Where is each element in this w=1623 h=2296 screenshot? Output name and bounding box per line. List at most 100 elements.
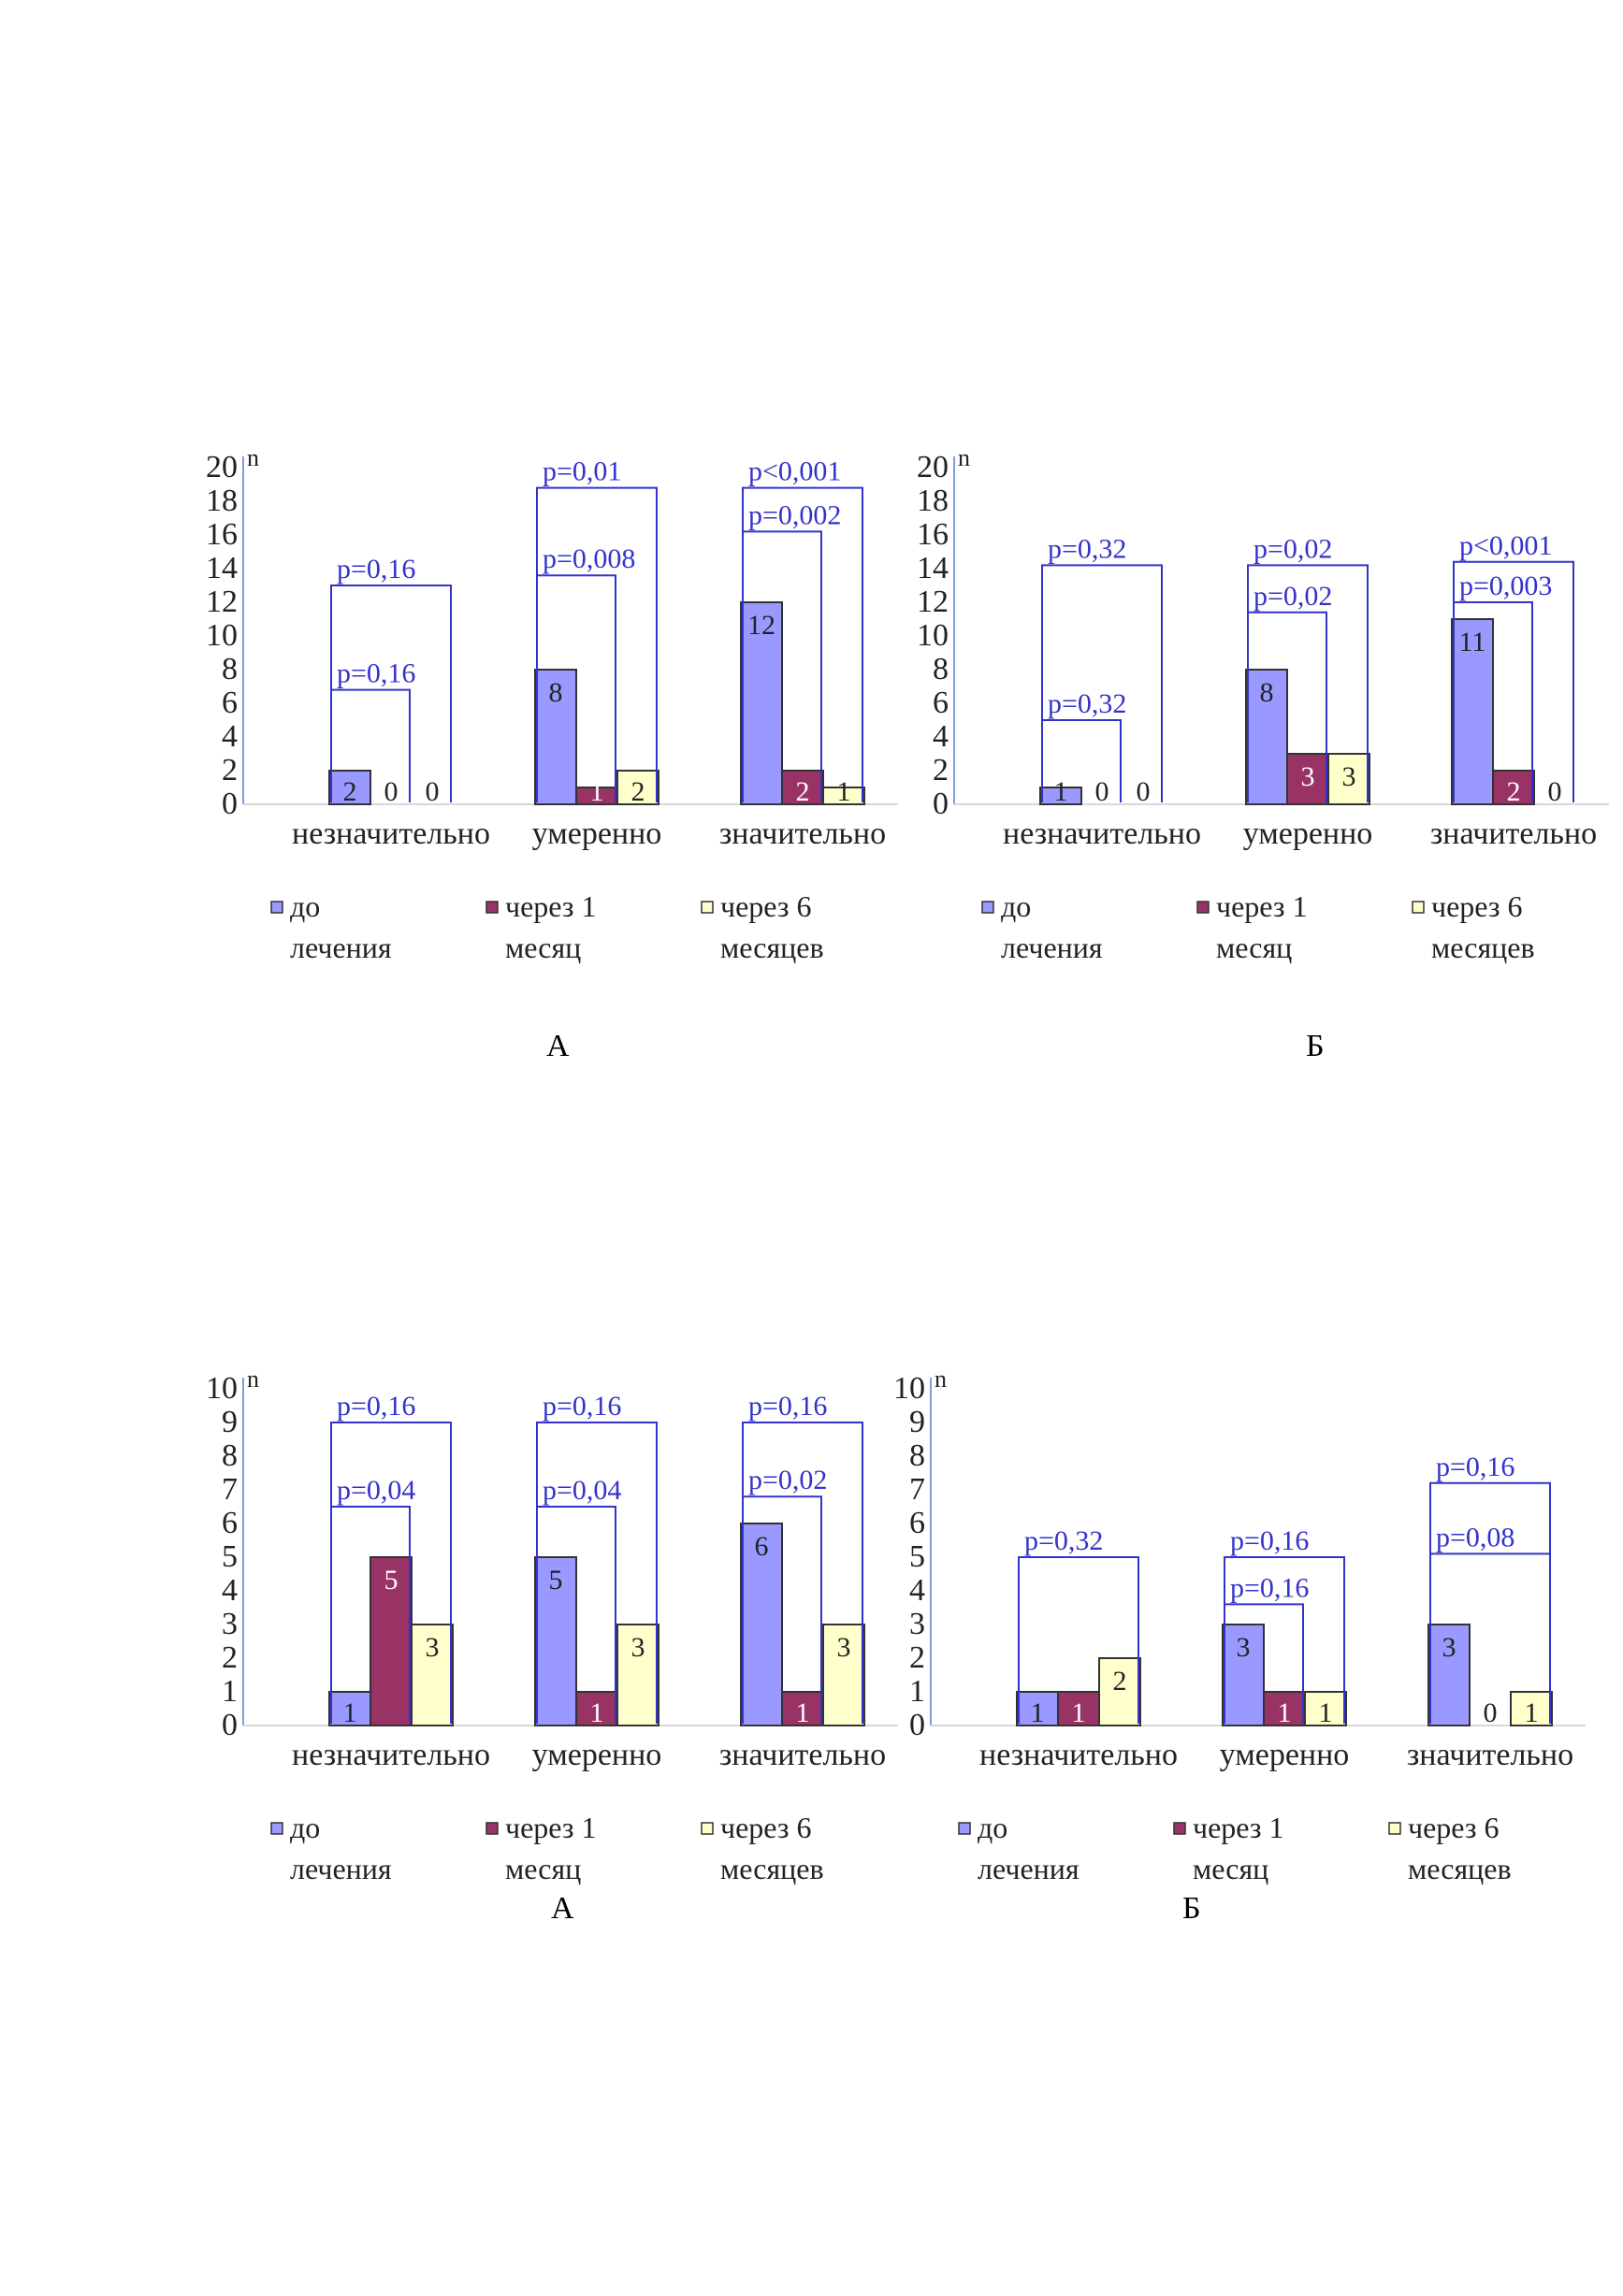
legend-label: через 6 xyxy=(1408,1811,1500,1844)
bar xyxy=(1286,753,1329,805)
legend-label: через 1 xyxy=(1193,1811,1284,1844)
bar-value-label: 1 xyxy=(837,776,851,807)
legend-label: через 1 xyxy=(1216,889,1308,923)
legend-swatch xyxy=(270,1822,283,1835)
bar-value-label: 2 xyxy=(796,776,810,807)
category-label: значительно xyxy=(1407,1738,1573,1772)
y-tick-label: 18 xyxy=(206,484,238,518)
significance-bracket xyxy=(330,1422,452,1724)
bar-value-label: 1 xyxy=(1072,1697,1086,1728)
significance-bracket xyxy=(536,486,658,802)
y-tick-label: 10 xyxy=(206,618,238,653)
bar-value-label: 6 xyxy=(755,1531,769,1562)
bar-value-label: 2 xyxy=(1113,1666,1127,1697)
y-tick-label: 0 xyxy=(933,787,949,821)
bar-value-label: 1 xyxy=(1031,1697,1045,1728)
legend-label: лечения xyxy=(1001,931,1103,964)
p-value-label: p=0,16 xyxy=(1230,1572,1309,1603)
category-label: незначительно xyxy=(292,816,490,851)
y-tick-label: 9 xyxy=(222,1405,238,1439)
y-tick-label: 2 xyxy=(909,1640,925,1675)
y-tick-label: 5 xyxy=(909,1539,925,1574)
legend-label: месяцев xyxy=(720,931,824,964)
bar xyxy=(328,770,371,805)
bar-value-label: 1 xyxy=(1054,776,1068,807)
p-value-label: p=0,16 xyxy=(1436,1451,1514,1482)
panel-label-a-top: А xyxy=(546,1029,570,1063)
y-tick-label: 6 xyxy=(222,686,238,720)
y-tick-label: 2 xyxy=(933,753,949,787)
bar-value-label: 1 xyxy=(343,1697,357,1728)
legend-label: до xyxy=(978,1811,1007,1844)
legend-label: через 6 xyxy=(1431,889,1523,923)
y-tick-label: 6 xyxy=(933,686,949,720)
bar xyxy=(534,669,577,805)
bar xyxy=(1451,618,1494,805)
y-tick-label: 7 xyxy=(222,1472,238,1507)
bar xyxy=(328,1691,371,1726)
category-label: незначительно xyxy=(1003,816,1201,851)
significance-bracket xyxy=(1224,1556,1345,1724)
y-tick-label: 0 xyxy=(222,1708,238,1742)
bar-value-label: 0 xyxy=(384,776,399,807)
legend-swatch xyxy=(701,1822,714,1835)
legend-swatch xyxy=(485,901,499,914)
p-value-label: p=0,16 xyxy=(543,1391,621,1422)
legend-swatch xyxy=(270,901,283,914)
category-label: умеренно xyxy=(1220,1738,1350,1772)
category-label: незначительно xyxy=(979,1738,1178,1772)
bar-value-label: 3 xyxy=(1342,761,1356,792)
p-value-label: p<0,001 xyxy=(1459,530,1552,561)
significance-bracket xyxy=(1429,1552,1551,1724)
y-tick-label: 12 xyxy=(206,585,238,619)
y-tick-label: 4 xyxy=(909,1573,925,1608)
bar-value-label: 5 xyxy=(384,1565,399,1596)
p-value-label: p=0,16 xyxy=(337,554,415,585)
legend-swatch xyxy=(981,901,994,914)
y-tick-label: 10 xyxy=(206,1371,238,1406)
chart-a-bottom: 0 1 2 3 4 5 6 7 8 9 10 n 1 5 6 5 1 1 3 3 3 p=0,04 p=0,16 p=0,04… xyxy=(187,1351,917,1931)
y-tick-label: 6 xyxy=(909,1506,925,1540)
bar-value-label: 8 xyxy=(1260,677,1274,708)
bar-value-label: 0 xyxy=(1548,776,1562,807)
significance-bracket xyxy=(1247,564,1369,802)
y-tick-label: 8 xyxy=(222,652,238,686)
y-tick-label: 16 xyxy=(206,517,238,552)
y-tick-label: 20 xyxy=(917,450,949,484)
y-axis-label: n xyxy=(247,444,259,471)
bar-value-label: 3 xyxy=(1237,1632,1251,1663)
bar-value-label: 3 xyxy=(1301,761,1315,792)
category-label: значительно xyxy=(719,816,886,851)
p-value-label: p=0,16 xyxy=(337,1391,415,1422)
bar-value-label: 3 xyxy=(631,1632,645,1663)
y-tick-label: 1 xyxy=(222,1674,238,1709)
bar xyxy=(1039,787,1082,805)
category-label: умеренно xyxy=(532,816,662,851)
panel-label-b-bottom: Б xyxy=(1182,1891,1201,1926)
bar-value-label: 0 xyxy=(1095,776,1109,807)
bar-value-label: 1 xyxy=(590,776,604,807)
bar xyxy=(740,601,783,805)
p-value-label: p=0,32 xyxy=(1024,1525,1103,1556)
bar xyxy=(1057,1691,1100,1726)
legend-swatch xyxy=(1412,901,1425,914)
y-tick-label: 14 xyxy=(917,551,949,585)
bar-value-label: 1 xyxy=(796,1697,810,1728)
y-tick-label: 12 xyxy=(917,585,949,619)
p-value-label: p=0,002 xyxy=(748,499,841,530)
legend-label: до xyxy=(290,1811,320,1844)
y-tick-label: 10 xyxy=(917,618,949,653)
bar-value-label: 0 xyxy=(426,776,440,807)
bar-value-label: 0 xyxy=(1137,776,1151,807)
bar xyxy=(822,1624,865,1726)
legend-swatch xyxy=(958,1822,971,1835)
y-axis-label: n xyxy=(935,1365,947,1393)
p-value-label: p=0,003 xyxy=(1459,570,1552,601)
legend-label: через 1 xyxy=(505,889,597,923)
p-value-label: p=0,02 xyxy=(748,1465,827,1495)
significance-bracket xyxy=(742,1422,863,1724)
bar xyxy=(1427,1624,1471,1726)
bar-value-label: 3 xyxy=(1442,1632,1456,1663)
